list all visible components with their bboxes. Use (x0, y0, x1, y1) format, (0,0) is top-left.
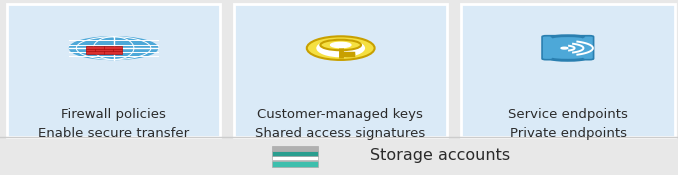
FancyBboxPatch shape (272, 156, 318, 160)
Circle shape (330, 42, 351, 48)
Circle shape (70, 37, 157, 60)
Text: Storage accounts: Storage accounts (370, 148, 510, 163)
FancyBboxPatch shape (234, 4, 447, 136)
Ellipse shape (306, 36, 374, 60)
Ellipse shape (316, 39, 365, 57)
Circle shape (320, 40, 361, 50)
Text: Service endpoints
Private endpoints: Service endpoints Private endpoints (508, 108, 628, 140)
FancyBboxPatch shape (87, 46, 122, 54)
FancyBboxPatch shape (7, 4, 220, 136)
FancyBboxPatch shape (461, 4, 675, 136)
FancyBboxPatch shape (272, 161, 318, 167)
Circle shape (561, 47, 568, 49)
Text: Customer-managed keys
Shared access signatures: Customer-managed keys Shared access sign… (255, 108, 426, 140)
FancyBboxPatch shape (272, 151, 318, 156)
Text: Firewall policies
Enable secure transfer: Firewall policies Enable secure transfer (39, 108, 189, 140)
FancyBboxPatch shape (272, 146, 318, 151)
FancyBboxPatch shape (542, 36, 594, 60)
